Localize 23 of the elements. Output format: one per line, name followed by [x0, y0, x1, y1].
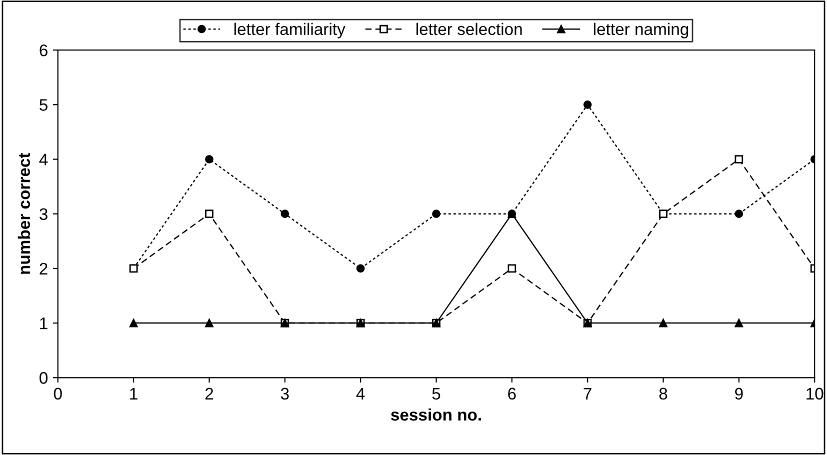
x-tick-label: 0: [54, 388, 62, 400]
y-tick-label: 1: [40, 318, 48, 330]
legend-label: letter selection: [416, 22, 522, 36]
y-tick-label: 4: [39, 154, 48, 166]
y-tick-label: 5: [40, 99, 48, 111]
x-tick-label: 7: [584, 388, 592, 400]
y-axis-title: number correct: [18, 152, 30, 274]
x-tick-label: 5: [432, 388, 440, 400]
legend-label: letter naming: [594, 22, 688, 38]
x-tick-label: 4: [356, 388, 365, 400]
y-tick-label: 3: [40, 208, 48, 220]
x-tick-label: 8: [659, 388, 668, 400]
x-tick-label: 10: [806, 388, 824, 400]
x-tick-label: 6: [508, 388, 516, 400]
x-tick-label: 1: [130, 388, 138, 400]
y-tick-label: 0: [40, 372, 48, 384]
x-tick-label: 3: [280, 388, 289, 400]
x-tick-label: 9: [735, 388, 743, 400]
legend-label: letter familiarity: [234, 22, 346, 38]
y-tick-label: 2: [40, 262, 48, 274]
x-tick-label: 2: [205, 388, 214, 400]
y-tick-label: 6: [40, 44, 48, 56]
x-axis-title: session no.: [390, 408, 481, 421]
